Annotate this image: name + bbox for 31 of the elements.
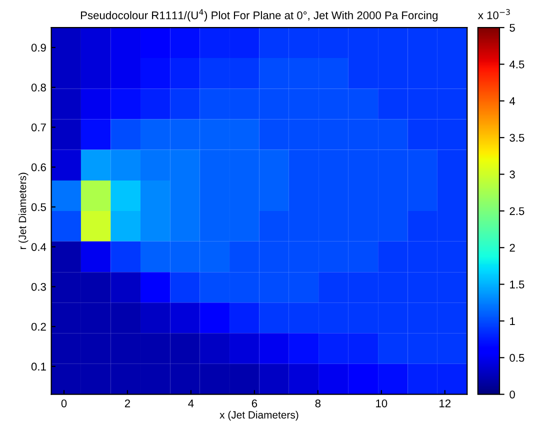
y-tick-label: 0.7: [31, 123, 46, 132]
chart-title: Pseudocolour R1111/(U$^{4}$) Plot For Plane at 0°, Jet With 2000 Pa Forcing: [81, 9, 438, 22]
color-bar-label: 1: [510, 317, 515, 325]
y-tick-label: 0.4: [31, 243, 46, 251]
color-bar-label: 2: [510, 244, 515, 252]
color-bar-label: 2.5: [510, 207, 524, 216]
y-tick-label: 0.9: [31, 44, 46, 52]
x-tick-label: 0: [61, 399, 67, 408]
color-bar-label: 5: [510, 24, 515, 32]
x-tick-label: 10: [376, 399, 388, 408]
x-axis-title: x (Jet Diameters): [220, 410, 298, 421]
y-tick-label: 0.2: [31, 322, 46, 331]
y-tick-label: 0.5: [31, 203, 46, 212]
y-axis-title: r (Jet Diameters): [18, 172, 28, 250]
color-bar-title: x 10$^{−3}$: [478, 9, 510, 20]
color-bar-label: 0.5: [510, 354, 524, 362]
y-tick-label: 0.3: [31, 282, 46, 291]
color-bar-label: 3: [510, 170, 515, 178]
color-bar-label: 4.5: [509, 60, 524, 68]
color-bar-label: 0: [510, 390, 515, 398]
y-tick-label: 0.8: [31, 84, 46, 92]
x-tick-label: 8: [315, 399, 321, 408]
x-tick-label: 4: [188, 400, 194, 408]
x-tick-label: 12: [440, 399, 451, 408]
y-tick-label: 0.1: [31, 362, 46, 371]
x-tick-label: 6: [252, 399, 258, 408]
color-bar-label: 3.5: [510, 134, 524, 142]
y-tick-label: 0.6: [31, 163, 46, 172]
x-tick-label: 2: [124, 399, 130, 408]
color-bar-label: 4: [509, 97, 516, 105]
color-bar-label: 1.5: [510, 280, 524, 288]
